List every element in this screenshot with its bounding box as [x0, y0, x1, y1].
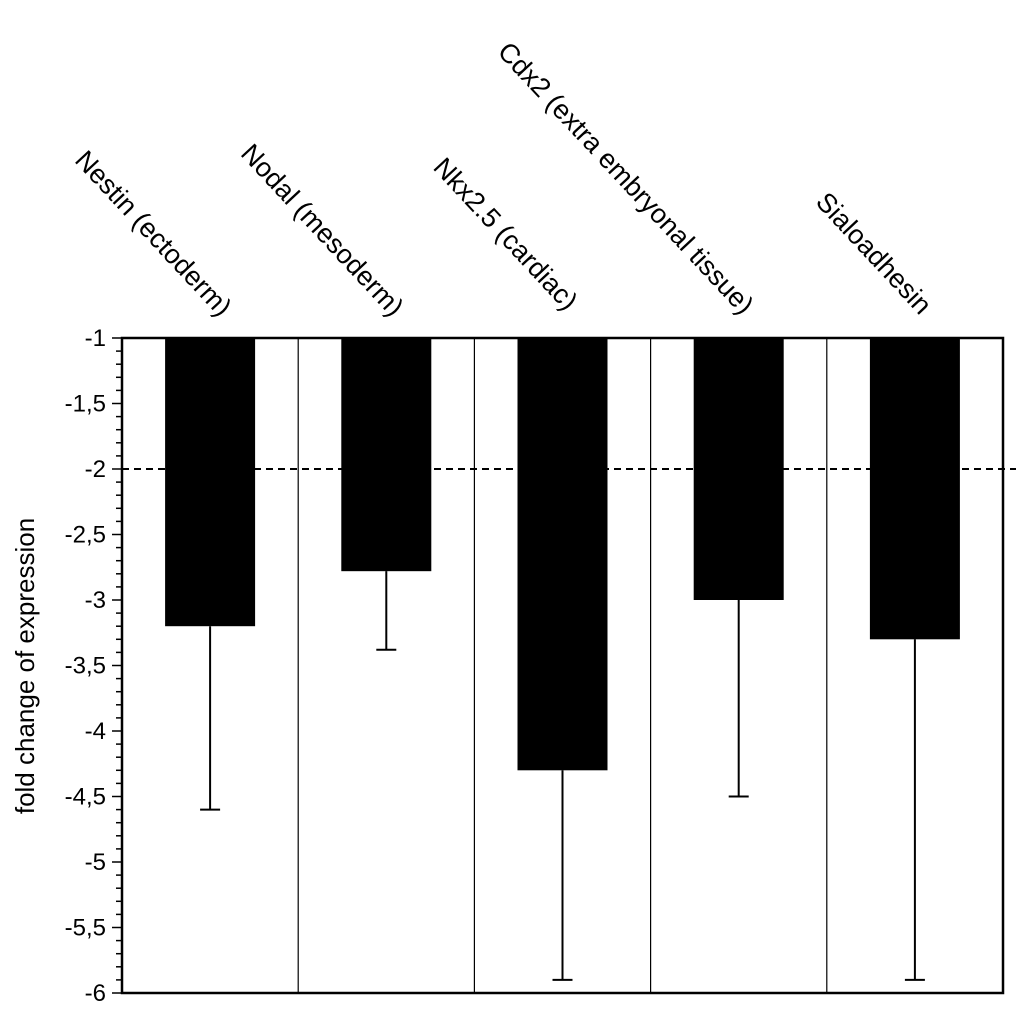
bar-layer — [165, 338, 960, 981]
y-tick-label: -5 — [85, 849, 106, 876]
bar-3 — [517, 338, 608, 771]
bar-2 — [341, 338, 432, 572]
category-label: Nestin (ectoderm) — [69, 145, 237, 322]
y-tick-label: -1 — [85, 325, 106, 352]
y-tick-label: -2 — [85, 456, 106, 483]
y-tick-label: -6 — [85, 980, 106, 1007]
y-axis-title: fold change of expression — [10, 518, 40, 814]
category-label: Sialoadhesin — [810, 187, 937, 321]
y-tick-label: -4 — [85, 718, 106, 745]
y-tick-label: -4,5 — [65, 784, 106, 811]
bar-1 — [165, 338, 256, 627]
y-tick-label: -2,5 — [65, 522, 106, 549]
y-tick-label: -3,5 — [65, 653, 106, 680]
y-tick-label: -5,5 — [65, 915, 106, 942]
category-label: Nkx2.5 (cardiac) — [428, 152, 584, 316]
y-tick-label: -1,5 — [65, 391, 106, 418]
category-label: Nodal (mesoderm) — [235, 138, 409, 322]
bar-4 — [693, 338, 784, 600]
bar-5 — [869, 338, 960, 640]
label-layer: Nestin (ectoderm)Nodal (mesoderm) Nkx2.5 … — [69, 36, 937, 322]
y-tick-label: -3 — [85, 587, 106, 614]
